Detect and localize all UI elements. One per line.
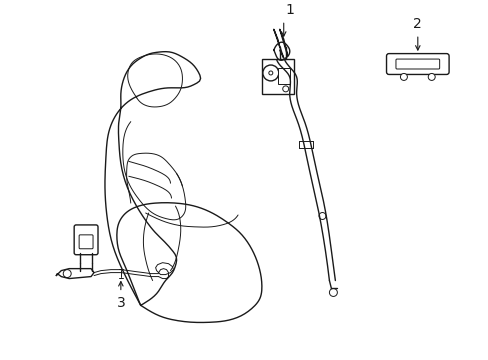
- Circle shape: [427, 73, 434, 80]
- Text: 2: 2: [412, 17, 421, 31]
- Circle shape: [282, 86, 288, 92]
- Bar: [262, 59, 293, 94]
- Circle shape: [268, 71, 272, 75]
- Circle shape: [329, 288, 337, 296]
- Circle shape: [400, 73, 407, 80]
- Text: 1: 1: [285, 3, 294, 17]
- Bar: [277, 68, 289, 84]
- Circle shape: [263, 65, 278, 81]
- Circle shape: [63, 270, 71, 278]
- FancyBboxPatch shape: [386, 54, 448, 75]
- Text: 3: 3: [116, 296, 125, 310]
- FancyBboxPatch shape: [395, 59, 439, 69]
- Circle shape: [318, 212, 325, 220]
- FancyBboxPatch shape: [74, 225, 98, 255]
- FancyBboxPatch shape: [79, 235, 93, 249]
